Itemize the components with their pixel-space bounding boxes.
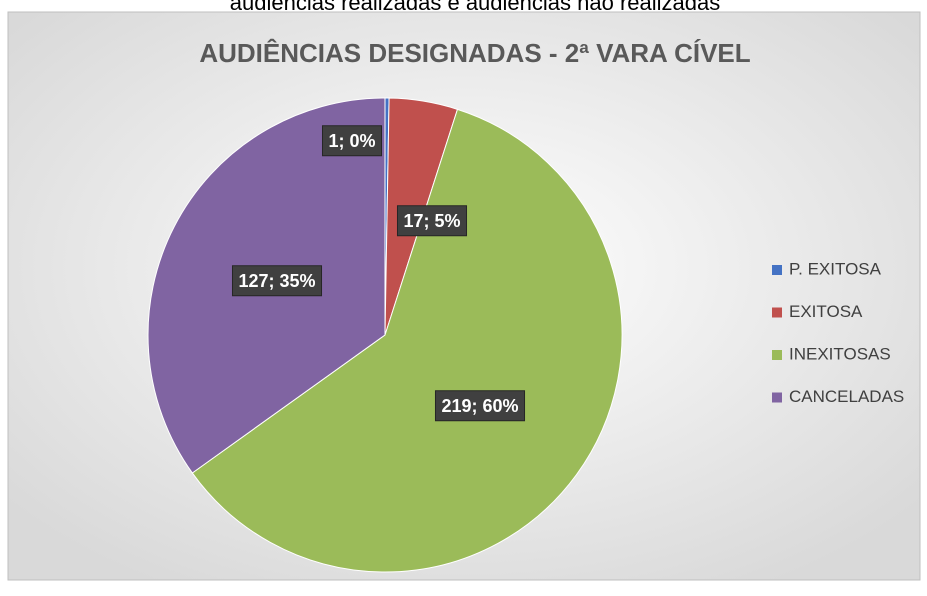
legend-label: EXITOSA [789, 302, 863, 321]
legend-label: CANCELADAS [789, 387, 904, 406]
legend-swatch [772, 392, 782, 403]
chart-title: AUDIÊNCIAS DESIGNADAS - 2ª VARA CÍVEL [199, 38, 750, 68]
data-label-box [321, 125, 383, 157]
legend-swatch [772, 307, 782, 318]
data-label: 219; 60% [441, 396, 518, 416]
page-caption: audiências realizadas e audiências não r… [230, 0, 720, 15]
data-label-box [434, 390, 526, 422]
pie-slice [191, 108, 623, 573]
legend-label: P. EXITOSA [789, 259, 882, 278]
legend-swatch [772, 265, 782, 275]
data-label: 17; 5% [403, 211, 460, 231]
data-label: 1; 0% [328, 131, 375, 151]
data-label-box [396, 205, 468, 237]
data-label-box [231, 265, 323, 297]
legend-swatch [772, 350, 782, 360]
legend-label: INEXITOSAS [789, 344, 891, 363]
data-label: 127; 35% [238, 271, 315, 291]
